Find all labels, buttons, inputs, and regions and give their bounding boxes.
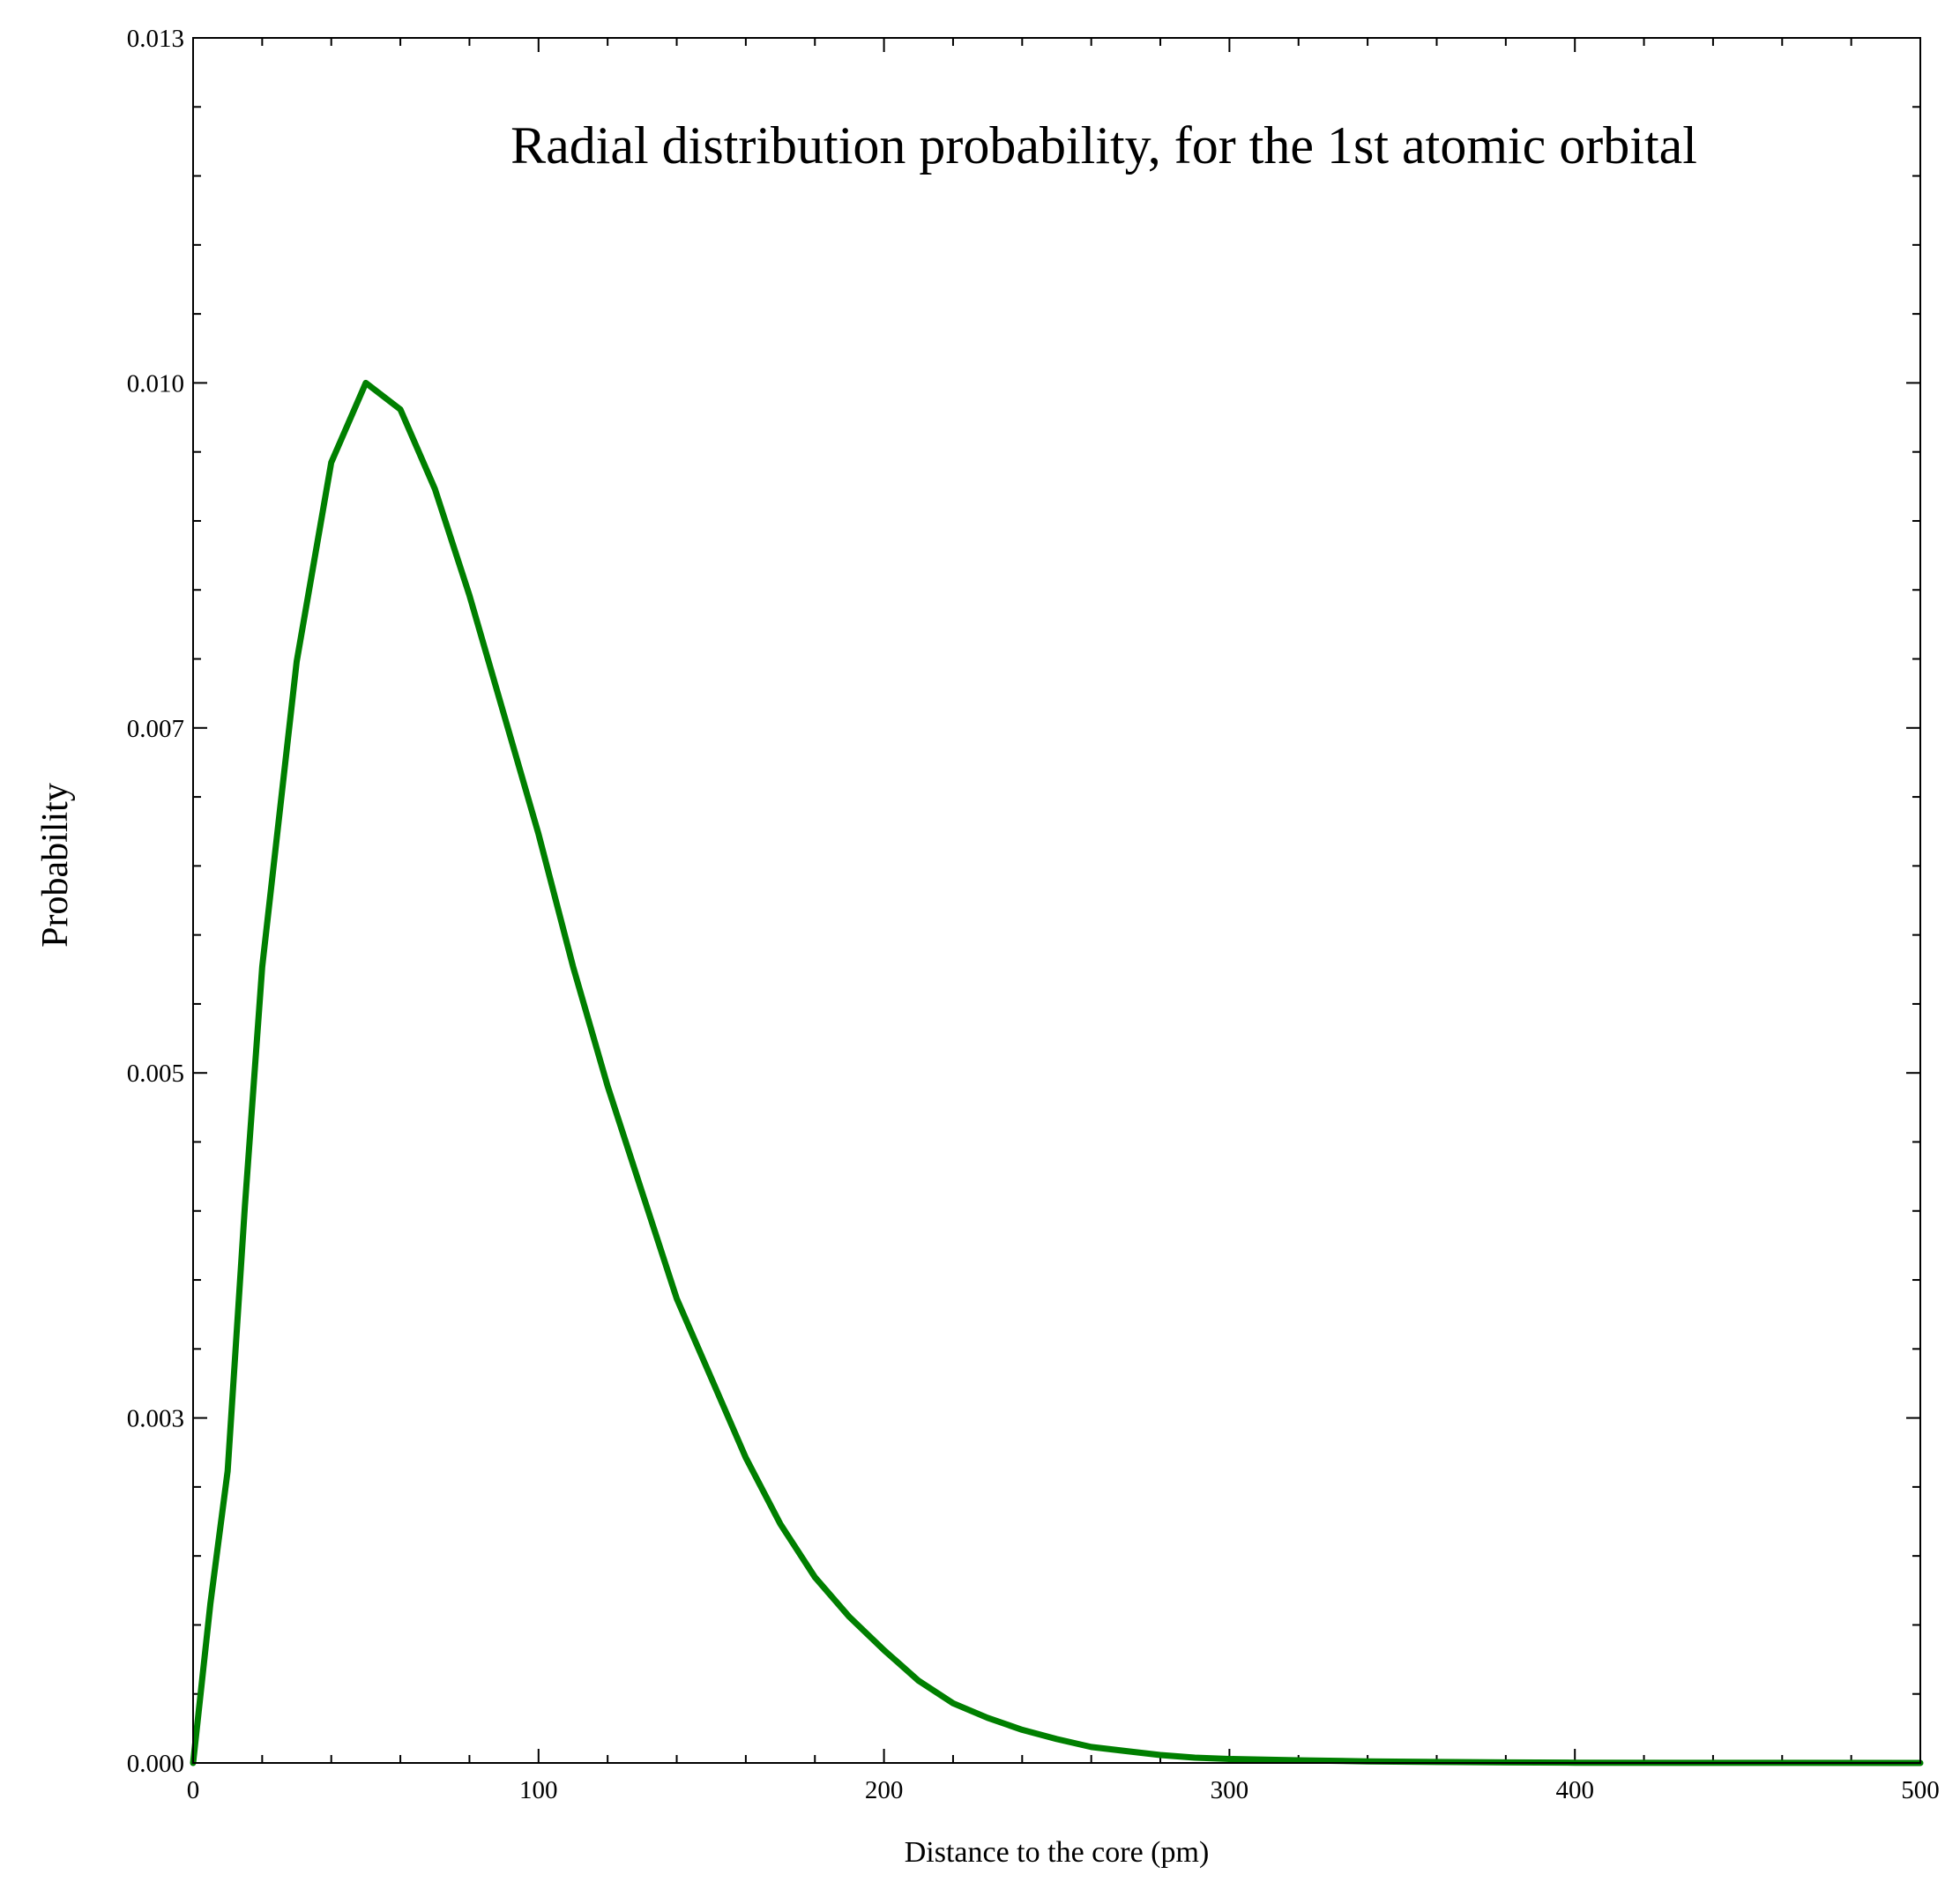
plot-frame (192, 37, 1921, 1764)
x-tick-label: 200 (865, 1776, 904, 1804)
y-tick-label: 0.005 (127, 1060, 184, 1088)
y-tick-label: 0.003 (127, 1405, 184, 1433)
x-axis-title: Distance to the core (pm) (905, 1836, 1210, 1869)
x-tick-label: 500 (1901, 1776, 1940, 1804)
y-tick-label: 0.013 (127, 25, 184, 53)
chart-title: Radial distribution probability, for the… (510, 116, 1697, 175)
tick-marks (192, 37, 1921, 1764)
y-tick-label: 0.010 (127, 369, 184, 398)
x-tick-label: 100 (519, 1776, 558, 1804)
y-tick-label: 0.000 (127, 1750, 184, 1778)
y-tick-label: 0.007 (127, 715, 184, 743)
tick-labels: 0 100 200 300 400 500 0.000 0.003 0.005 0.007 0.01… (127, 25, 1940, 1804)
x-tick-label: 300 (1211, 1776, 1249, 1804)
series-group (190, 379, 1924, 1766)
y-axis-title: Probability (35, 783, 76, 948)
series-line-1 (190, 379, 1924, 1766)
x-tick-label: 400 (1555, 1776, 1594, 1804)
x-tick-label: 0 (187, 1776, 200, 1804)
